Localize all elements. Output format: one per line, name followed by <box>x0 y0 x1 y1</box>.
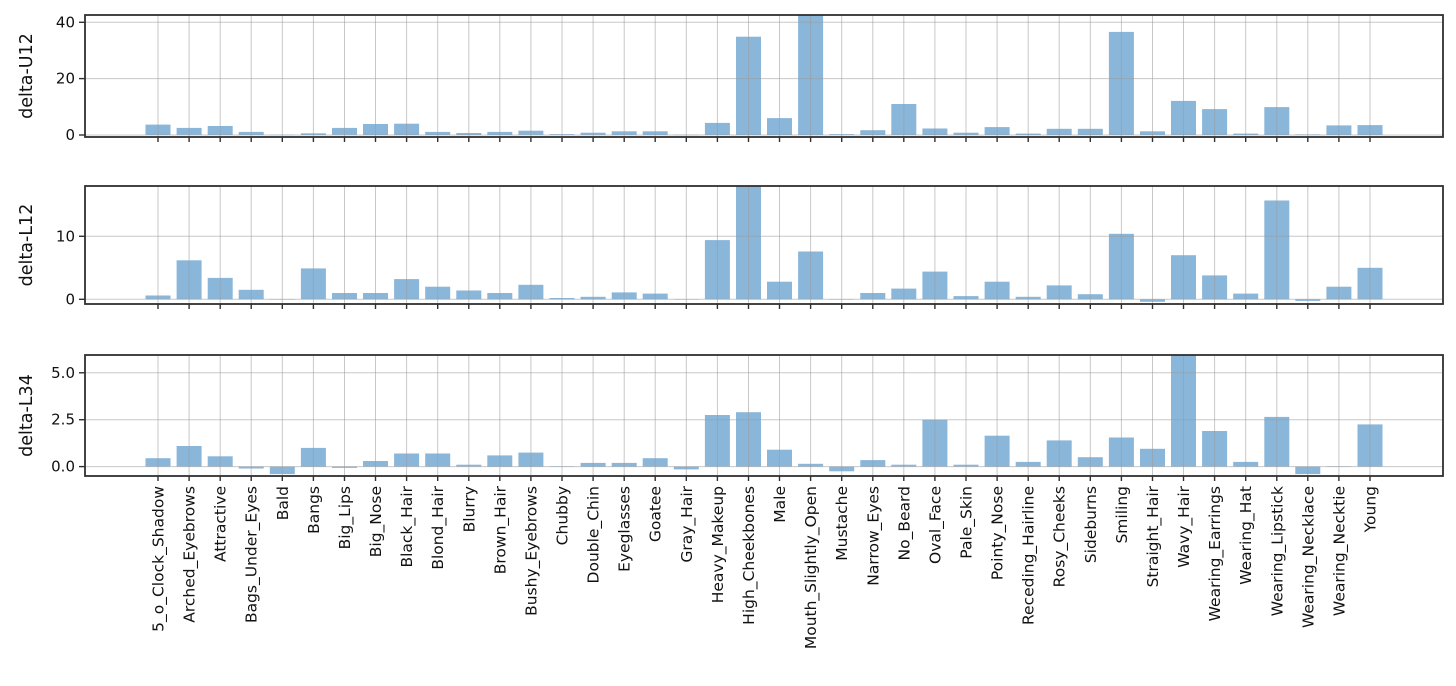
x-tick-label-Oval_Face: Oval_Face <box>926 486 945 564</box>
x-tick-label-Black_Hair: Black_Hair <box>398 485 417 567</box>
x-tick-label-Attractive: Attractive <box>212 486 230 562</box>
x-tick-label-Double_Chin: Double_Chin <box>585 486 604 583</box>
x-tick-label-Sideburns: Sideburns <box>1082 486 1100 563</box>
x-tick-label-Wearing_Earrings: Wearing_Earrings <box>1206 486 1225 621</box>
y-tick-label: 10 <box>56 227 75 245</box>
x-tick-label-Pale_Skin: Pale_Skin <box>958 486 977 559</box>
x-tick-label-Heavy_Makeup: Heavy_Makeup <box>709 486 728 603</box>
x-tick-label-Bangs: Bangs <box>305 486 323 534</box>
x-tick-label-Blond_Hair: Blond_Hair <box>429 485 448 569</box>
x-tick-label-Smiling: Smiling <box>1113 486 1131 544</box>
x-tick-label-Chubby: Chubby <box>554 486 572 545</box>
x-tick-label-Wearing_Necklace: Wearing_Necklace <box>1299 486 1318 628</box>
x-tick-label-Wavy_Hair: Wavy_Hair <box>1175 485 1194 567</box>
subplot-delta-l12: 0 10 delta-L12 <box>17 185 1444 309</box>
x-tick-label-Rosy_Cheeks: Rosy_Cheeks <box>1051 486 1070 587</box>
y-tick-label: 0.0 <box>51 458 75 476</box>
x-tick-label-Pointy_Nose: Pointy_Nose <box>989 486 1008 580</box>
x-tick-label-Brown_Hair: Brown_Hair <box>491 485 510 574</box>
x-tick-label-Blurry: Blurry <box>460 486 478 532</box>
axes-frame <box>84 185 1444 305</box>
subplot-delta-u12: 0 20 40 delta-U12 <box>17 13 1444 144</box>
x-tick-label-Wearing_Necktie: Wearing_Necktie <box>1330 486 1349 616</box>
x-tick-label-Bald: Bald <box>274 486 292 520</box>
y-tick-label: 20 <box>56 70 75 88</box>
x-tick-label-5_o_Clock_Shadow: 5_o_Clock_Shadow <box>150 486 169 632</box>
x-tick-label-Young: Young <box>1362 486 1380 533</box>
x-tick-label-Mouth_Slightly_Open: Mouth_Slightly_Open <box>802 486 821 649</box>
x-tick-label-Big_Lips: Big_Lips <box>336 486 355 549</box>
y-axis-label: delta-U12 <box>17 33 37 119</box>
x-tick-label-Mustache: Mustache <box>833 486 851 561</box>
subplot-delta-l34: 0.0 2.5 5.0 delta-L34 <box>17 354 1444 481</box>
x-tick-label-Wearing_Hat: Wearing_Hat <box>1237 486 1256 585</box>
axes-frame <box>84 354 1444 477</box>
y-axis-label: delta-L12 <box>17 204 37 287</box>
x-tick-label-Arched_Eyebrows: Arched_Eyebrows <box>181 486 200 623</box>
x-tick-label-Big_Nose: Big_Nose <box>367 486 386 557</box>
y-tick-label: 5.0 <box>51 364 75 382</box>
x-tick-label-Bags_Under_Eyes: Bags_Under_Eyes <box>243 486 262 623</box>
y-tick-label: 2.5 <box>51 411 75 429</box>
x-tick-label-Straight_Hair: Straight_Hair <box>1144 485 1163 587</box>
x-tick-label-High_Cheekbones: High_Cheekbones <box>740 486 759 625</box>
x-tick-label-Bushy_Eyebrows: Bushy_Eyebrows <box>522 486 541 616</box>
x-tick-label-Eyeglasses: Eyeglasses <box>616 486 634 572</box>
y-tick-label: 40 <box>56 13 75 31</box>
x-tick-label-Male: Male <box>771 486 789 523</box>
x-tick-label-Gray_Hair: Gray_Hair <box>678 485 697 562</box>
y-axis-label: delta-L34 <box>17 374 37 457</box>
y-tick-label: 0 <box>65 290 75 308</box>
x-tick-label-Narrow_Eyes: Narrow_Eyes <box>864 486 883 586</box>
y-tick-label: 0 <box>65 126 75 144</box>
x-axis-labels: 5_o_Clock_Shadow Arched_Eyebrows Attractiv… <box>150 485 1380 649</box>
x-tick-label-Goatee: Goatee <box>647 486 665 542</box>
axes-frame <box>84 14 1444 138</box>
x-tick-label-Wearing_Lipstick: Wearing_Lipstick <box>1268 486 1287 616</box>
x-tick-label-Receding_Hairline: Receding_Hairline <box>1020 486 1039 625</box>
x-tick-label-No_Beard: No_Beard <box>895 486 914 560</box>
